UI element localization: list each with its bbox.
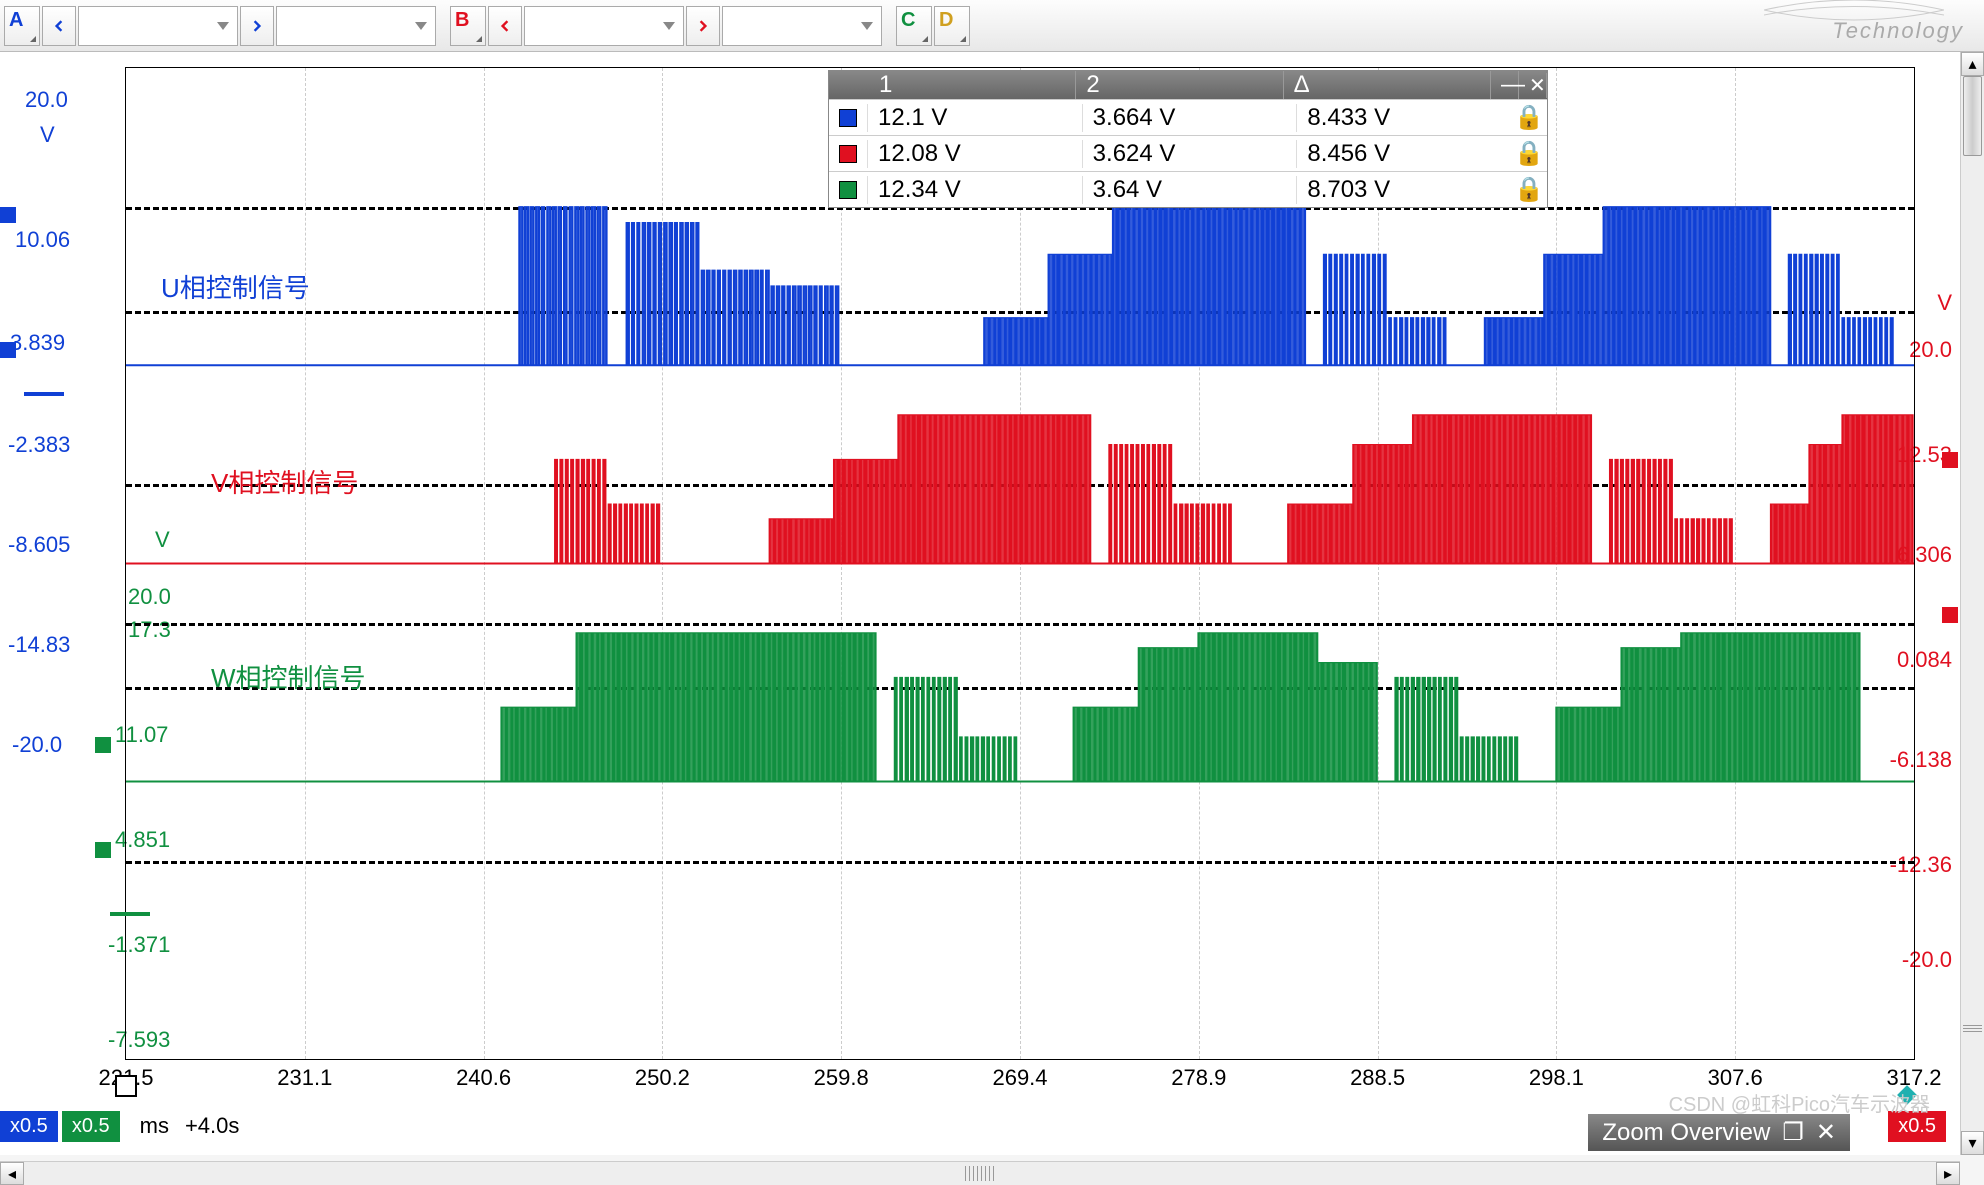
- channel-a-prev[interactable]: [42, 6, 76, 46]
- marker-green-1[interactable]: [95, 737, 113, 755]
- axis-b-tick: 20.0: [1909, 337, 1952, 363]
- scroll-up-icon[interactable]: ▴: [1961, 52, 1984, 76]
- axis-a-tick: -8.605: [8, 532, 70, 558]
- scroll-right-icon[interactable]: ▸: [1936, 1162, 1960, 1185]
- marker-red-1[interactable]: [1942, 452, 1960, 470]
- plot-area[interactable]: U相控制信号 V相控制信号 W相控制信号 1 2 Δ — ✕ 12.1 V3.6…: [125, 67, 1915, 1060]
- x-tick: 259.8: [814, 1065, 869, 1091]
- close-icon[interactable]: ✕: [1816, 1118, 1836, 1147]
- x-tick: 278.9: [1171, 1065, 1226, 1091]
- axis-a-unit: V: [40, 122, 55, 148]
- horizontal-scrollbar[interactable]: ◂ ▸: [0, 1161, 1960, 1185]
- channel-b-coupling[interactable]: [722, 6, 882, 46]
- bottom-bar: x0.5 x0.5 ms +4.0s Zoom Overview ❐ ✕ x0.…: [0, 1097, 1960, 1155]
- zoom-tag-a[interactable]: x0.5: [0, 1111, 58, 1142]
- main-area: 20.0 V 10.06 3.839 -2.383 -8.605 -14.83 …: [0, 52, 1984, 1155]
- marker-red-2[interactable]: [1942, 607, 1960, 625]
- measurements-header: 1 2 Δ — ✕: [829, 71, 1547, 99]
- x-tick: 298.1: [1529, 1065, 1584, 1091]
- axis-a-tick: 10.06: [15, 227, 70, 253]
- measurement-row: 12.08 V3.624 V 8.456 V🔒: [829, 135, 1547, 171]
- scroll-thumb[interactable]: [1963, 76, 1982, 156]
- channel-b-button[interactable]: B: [450, 6, 486, 46]
- toolbar: A B C D Technology: [0, 0, 1984, 52]
- marker-green-2[interactable]: [95, 842, 113, 860]
- marker-green-baseline: [110, 912, 150, 916]
- measurement-row: 12.1 V3.664 V 8.433 V🔒: [829, 99, 1547, 135]
- time-unit: ms: [140, 1113, 169, 1139]
- channel-b-prev[interactable]: [488, 6, 522, 46]
- x-tick: 231.1: [277, 1065, 332, 1091]
- zoom-tag-c[interactable]: x0.5: [62, 1111, 120, 1142]
- minimize-icon[interactable]: —: [1491, 71, 1519, 99]
- axis-b-unit: V: [1937, 290, 1952, 316]
- maximize-icon[interactable]: ❐: [1782, 1118, 1804, 1147]
- marker-blue-2[interactable]: [0, 342, 18, 360]
- scroll-grip-h[interactable]: [965, 1166, 995, 1181]
- axis-a-tick: -20.0: [12, 732, 62, 758]
- channel-c-button[interactable]: C: [896, 6, 932, 46]
- close-icon[interactable]: ✕: [1519, 73, 1547, 98]
- scroll-down-icon[interactable]: ▾: [1961, 1131, 1984, 1155]
- signal-label-v: V相控制信号: [211, 463, 358, 500]
- meas-col-1: 1: [869, 71, 1076, 99]
- axis-a-tick: 3.839: [10, 330, 65, 356]
- channel-a-button[interactable]: A: [4, 6, 40, 46]
- waveforms: [126, 68, 1914, 1059]
- x-tick: 269.4: [992, 1065, 1047, 1091]
- channel-a-range[interactable]: [78, 6, 238, 46]
- channel-b-next[interactable]: [686, 6, 720, 46]
- x-tick: 288.5: [1350, 1065, 1405, 1091]
- zoom-overview-label: Zoom Overview: [1602, 1119, 1770, 1147]
- x-tick: 250.2: [635, 1065, 690, 1091]
- x-marker-start[interactable]: [115, 1075, 137, 1097]
- signal-label-w: W相控制信号: [211, 658, 366, 695]
- channel-a-next[interactable]: [240, 6, 274, 46]
- channel-b-range[interactable]: [524, 6, 684, 46]
- axis-a-tick: -2.383: [8, 432, 70, 458]
- meas-col-delta: Δ: [1284, 71, 1491, 99]
- axis-a-tick: 20.0: [25, 87, 68, 113]
- channel-a-coupling[interactable]: [276, 6, 436, 46]
- signal-label-u: U相控制信号: [161, 268, 310, 305]
- scroll-left-icon[interactable]: ◂: [0, 1162, 24, 1185]
- measurements-table[interactable]: 1 2 Δ — ✕ 12.1 V3.664 V 8.433 V🔒 12.08 V…: [828, 70, 1548, 208]
- meas-col-2: 2: [1076, 71, 1283, 99]
- measurement-row: 12.34 V3.64 V 8.703 V🔒: [829, 171, 1547, 207]
- chart-container: 20.0 V 10.06 3.839 -2.383 -8.605 -14.83 …: [0, 52, 1960, 1155]
- vertical-scrollbar[interactable]: ▴ ▾: [1960, 52, 1984, 1155]
- marker-blue-baseline: [24, 392, 64, 396]
- channel-d-button[interactable]: D: [934, 6, 970, 46]
- watermark: CSDN @虹科Pico汽车示波器: [1669, 1088, 1930, 1117]
- x-tick: 240.6: [456, 1065, 511, 1091]
- scroll-grip: [1963, 1024, 1982, 1032]
- axis-a-tick: -14.83: [8, 632, 70, 658]
- marker-blue-1[interactable]: [0, 207, 18, 225]
- zoom-overview-panel[interactable]: Zoom Overview ❐ ✕: [1588, 1114, 1850, 1151]
- time-offset: +4.0s: [185, 1113, 239, 1139]
- logo-text: Technology: [1832, 18, 1964, 44]
